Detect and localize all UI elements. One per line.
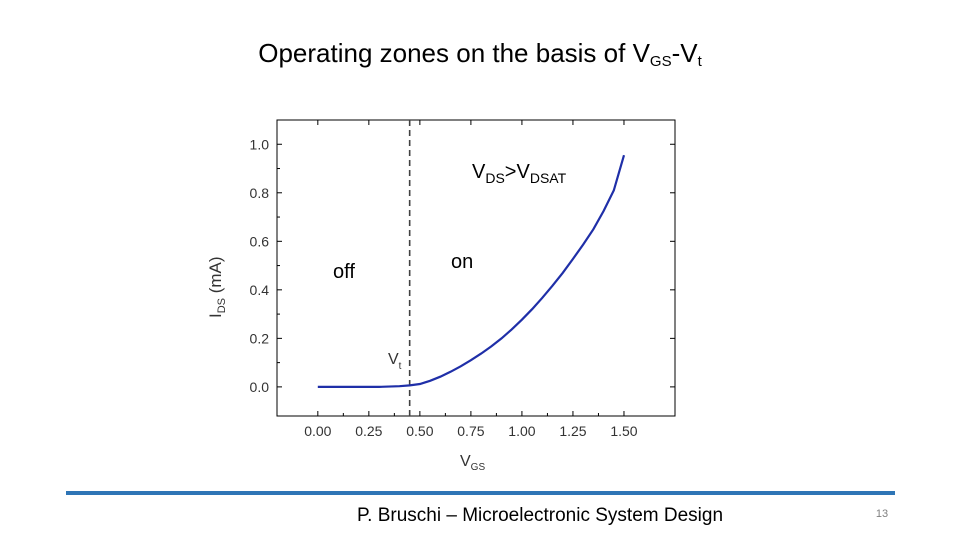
plot-frame [276, 119, 676, 417]
title-rest: -V [671, 38, 698, 68]
y-tick-label: 0.4 [250, 282, 270, 298]
x-tick-label: 1.50 [610, 423, 637, 439]
y-tick-label: 0.2 [250, 330, 270, 346]
y-axis-label: IDS (mA) [206, 256, 228, 318]
title-sub: GS [649, 53, 672, 70]
y-tick-label: 0.8 [250, 185, 270, 201]
title-sub2: t [697, 53, 702, 70]
y-tick-label: 0.0 [250, 379, 270, 395]
y-tick-label: 1.0 [250, 136, 270, 152]
on-label: on [451, 251, 473, 273]
x-axis-label: VGS [460, 453, 485, 473]
x-tick-label: 0.50 [406, 423, 433, 439]
off-label: off [333, 261, 355, 283]
ids-curve [317, 154, 626, 388]
page-number: 13 [875, 508, 889, 520]
x-tick-label: 1.25 [559, 423, 586, 439]
x-tick-label: 1.00 [508, 423, 535, 439]
vt-label: Vt [388, 351, 402, 372]
axis-ticks: 0.00 0.25 0.50 0.75 1.00 1.25 1.50 0.0 0.2 0.4 0.6… [250, 120, 675, 439]
slide-title: Operating zones on the basis of VGS-Vt [0, 38, 960, 70]
y-tick-label: 0.6 [250, 233, 270, 249]
footer-text: P. Bruschi – Microelectronic System Desi… [356, 505, 724, 526]
ids-vgs-chart: 0.00 0.25 0.50 0.75 1.00 1.25 1.50 0.0 0.2 0.4 0.6… [206, 119, 676, 473]
x-tick-label: 0.00 [304, 423, 331, 439]
x-tick-label: 0.75 [457, 423, 484, 439]
x-tick-label: 0.25 [355, 423, 382, 439]
title-main: Operating zones on the basis of V [258, 38, 650, 68]
vdsat-annotation: VDS>VDSAT [472, 161, 567, 186]
footer-divider [66, 491, 895, 495]
